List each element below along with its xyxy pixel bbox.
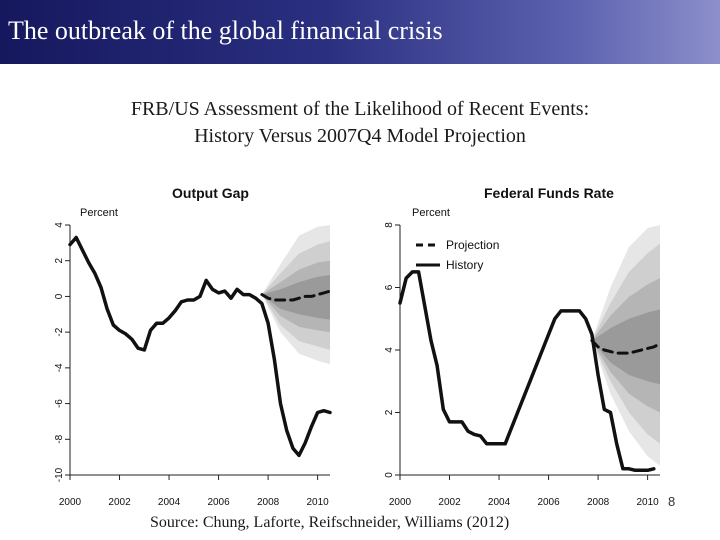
x-tick-label: 2004: [488, 497, 511, 508]
series-history-line: [68, 235, 332, 458]
y-tick-label: 2: [384, 409, 395, 415]
x-tick-label: 2010: [306, 497, 329, 508]
chart-title: Federal Funds Rate: [484, 185, 614, 201]
x-tick-label: 2002: [108, 497, 131, 508]
uncertainty-band-core: [261, 275, 330, 320]
y-tick-label: 0: [54, 293, 65, 299]
y-unit-label: Percent: [412, 207, 450, 219]
x-tick-label: 2008: [257, 497, 280, 508]
y-tick-label: -2: [54, 327, 65, 336]
y-tick-label: 6: [384, 284, 395, 290]
x-tick-label: 2010: [636, 497, 659, 508]
subtitle-line-2: History Versus 2007Q4 Model Projection: [194, 125, 526, 147]
y-tick-label: -6: [54, 399, 65, 408]
y-unit-label: Percent: [80, 207, 118, 219]
x-tick-label: 2006: [537, 497, 560, 508]
x-tick-label: 2008: [587, 497, 610, 508]
series-history-line: [398, 270, 656, 473]
slide-subtitle: FRB/US Assessment of the Likelihood of R…: [0, 96, 720, 150]
x-tick-label: 2002: [438, 497, 461, 508]
x-tick-label: 2006: [207, 497, 230, 508]
y-tick-label: 4: [54, 222, 65, 228]
series-projection-line: [590, 339, 662, 355]
series-projection-line: [260, 289, 332, 302]
y-tick-label: 4: [384, 347, 395, 353]
chart-1: Output Gap Percent -10 -8 -6 -4 -2 0 2 4 2000 2002 2…: [54, 185, 332, 508]
source-note: Source: Chung, Laforte, Reifschneider, W…: [150, 514, 510, 531]
page-number: 8: [668, 494, 676, 509]
header-bar: The outbreak of the global financial cri…: [0, 0, 720, 64]
slide-title: The outbreak of the global financial cri…: [8, 16, 443, 45]
legend-label-projection: Projection: [446, 238, 499, 252]
chart-title: Output Gap: [172, 185, 249, 201]
legend-label-history: History: [446, 258, 483, 272]
y-tick-label: 2: [54, 257, 65, 263]
y-tick-label: -10: [54, 467, 65, 482]
y-tick-label: -8: [54, 434, 65, 443]
uncertainty-band-core: [591, 309, 660, 385]
x-tick-label: 2000: [59, 497, 82, 508]
x-tick-label: 2004: [158, 497, 181, 508]
y-tick-label: 8: [384, 222, 395, 228]
x-tick-label: 2000: [389, 497, 412, 508]
y-tick-label: 0: [384, 472, 395, 478]
subtitle-line-1: FRB/US Assessment of the Likelihood of R…: [130, 98, 590, 120]
chart-2: Federal Funds Rate Percent 0 2 4 6 8 2000 2002 20…: [384, 185, 662, 508]
y-tick-label: -4: [54, 363, 65, 372]
